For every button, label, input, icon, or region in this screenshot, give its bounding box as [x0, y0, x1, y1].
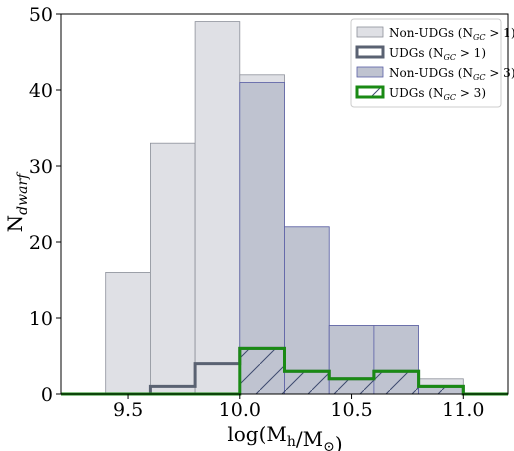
legend-handle: [355, 85, 385, 99]
plot-frame: [60, 13, 509, 395]
bar-series0-bin0: [105, 271, 151, 395]
y-tick-label: 50: [29, 4, 53, 26]
y-tick-label: 30: [29, 156, 53, 178]
legend-handle: [355, 45, 385, 59]
hatch-series3-bin7: [418, 386, 464, 394]
hatch-series3-bin3: [239, 348, 285, 394]
legend-handle: [356, 66, 384, 78]
bar-series2-bin4: [284, 226, 330, 395]
x-tick-label: 9.5: [113, 399, 143, 421]
hatch-series3-bin6: [373, 371, 419, 394]
legend-entry-label: Non-UDGs (NGC > 1): [389, 26, 514, 42]
y-tick-label: 0: [41, 384, 53, 406]
y-tick-label: 10: [29, 308, 53, 330]
legend-entry-label: UDGs (NGC > 1): [389, 46, 486, 62]
x-tick-label: 11.0: [442, 399, 484, 421]
bar-series2-bin3: [239, 82, 285, 395]
bar-series0-bin1: [149, 142, 196, 395]
legend-entry-label: UDGs (NGC > 3): [389, 86, 486, 102]
axis-labels: log(Mh/M⊙) Ndwarf: [3, 171, 343, 451]
bars-layer: [61, 21, 508, 396]
y-tick-label: 40: [29, 80, 53, 102]
y-tick-label: 20: [29, 232, 53, 254]
legend: Non-UDGs (NGC > 1) UDGs (NGC > 1) Non-UDGs…: [350, 18, 514, 108]
hatch-series3-bin5: [329, 378, 374, 394]
x-tick-label: 10.0: [219, 399, 261, 421]
x-tick-label: 10.5: [330, 399, 372, 421]
y-axis-label: Ndwarf: [3, 171, 31, 232]
legend-handle: [356, 26, 384, 38]
x-axis-label: log(Mh/M⊙): [227, 422, 342, 451]
legend-box: [350, 18, 502, 108]
axes-layer: 9.5 10.0 10.5 11.0 0 10 20 30 40 50: [29, 4, 509, 421]
bar-series0-bin2: [194, 21, 241, 395]
legend-entry-label: Non-UDGs (NGC > 3): [389, 66, 514, 82]
hatch-series3-bin4: [284, 371, 330, 394]
